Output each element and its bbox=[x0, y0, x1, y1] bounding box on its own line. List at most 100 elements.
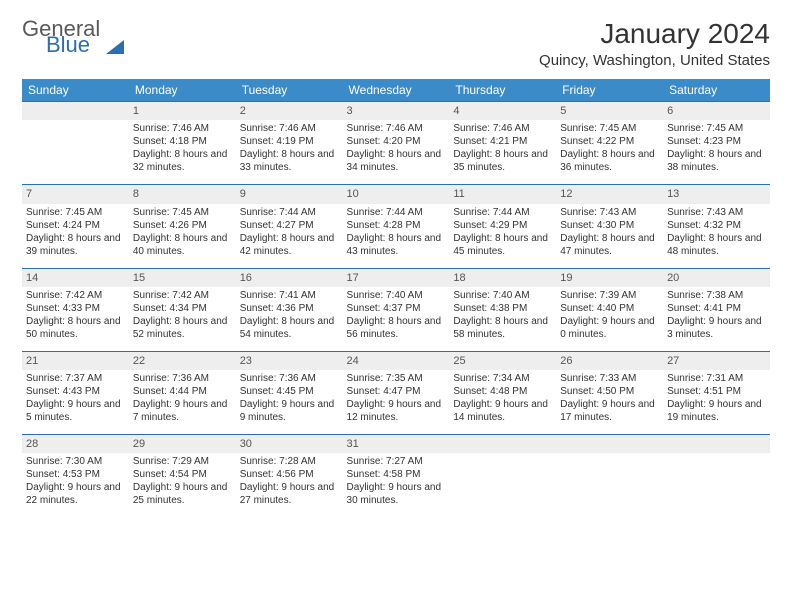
sunrise-text: Sunrise: 7:45 AM bbox=[133, 206, 232, 219]
sunset-text: Sunset: 4:27 PM bbox=[240, 219, 339, 232]
cell-body: Sunrise: 7:40 AMSunset: 4:37 PMDaylight:… bbox=[343, 287, 450, 351]
calendar-week-row: 28Sunrise: 7:30 AMSunset: 4:53 PMDayligh… bbox=[22, 435, 770, 518]
daylight-text: Daylight: 9 hours and 25 minutes. bbox=[133, 481, 232, 507]
day-number-empty bbox=[556, 435, 663, 453]
day-number: 13 bbox=[663, 185, 770, 203]
daylight-text: Daylight: 9 hours and 0 minutes. bbox=[560, 315, 659, 341]
cell-body-empty bbox=[449, 453, 556, 511]
sunset-text: Sunset: 4:40 PM bbox=[560, 302, 659, 315]
cell-body: Sunrise: 7:40 AMSunset: 4:38 PMDaylight:… bbox=[449, 287, 556, 351]
calendar-cell: 12Sunrise: 7:43 AMSunset: 4:30 PMDayligh… bbox=[556, 185, 663, 268]
cell-body: Sunrise: 7:35 AMSunset: 4:47 PMDaylight:… bbox=[343, 370, 450, 434]
month-title: January 2024 bbox=[539, 18, 770, 50]
daylight-text: Daylight: 8 hours and 48 minutes. bbox=[667, 232, 766, 258]
daylight-text: Daylight: 8 hours and 33 minutes. bbox=[240, 148, 339, 174]
calendar-cell: 25Sunrise: 7:34 AMSunset: 4:48 PMDayligh… bbox=[449, 351, 556, 434]
calendar-thead: SundayMondayTuesdayWednesdayThursdayFrid… bbox=[22, 79, 770, 102]
sunset-text: Sunset: 4:45 PM bbox=[240, 385, 339, 398]
sunrise-text: Sunrise: 7:46 AM bbox=[133, 122, 232, 135]
calendar-cell: 5Sunrise: 7:45 AMSunset: 4:22 PMDaylight… bbox=[556, 102, 663, 185]
cell-body: Sunrise: 7:42 AMSunset: 4:34 PMDaylight:… bbox=[129, 287, 236, 351]
calendar-cell: 16Sunrise: 7:41 AMSunset: 4:36 PMDayligh… bbox=[236, 268, 343, 351]
calendar-cell: 11Sunrise: 7:44 AMSunset: 4:29 PMDayligh… bbox=[449, 185, 556, 268]
sunrise-text: Sunrise: 7:36 AM bbox=[133, 372, 232, 385]
day-number: 25 bbox=[449, 352, 556, 370]
sunrise-text: Sunrise: 7:42 AM bbox=[133, 289, 232, 302]
daylight-text: Daylight: 9 hours and 7 minutes. bbox=[133, 398, 232, 424]
day-number: 3 bbox=[343, 102, 450, 120]
day-number: 2 bbox=[236, 102, 343, 120]
daylight-text: Daylight: 8 hours and 40 minutes. bbox=[133, 232, 232, 258]
sunset-text: Sunset: 4:44 PM bbox=[133, 385, 232, 398]
cell-body: Sunrise: 7:45 AMSunset: 4:22 PMDaylight:… bbox=[556, 120, 663, 184]
daylight-text: Daylight: 8 hours and 43 minutes. bbox=[347, 232, 446, 258]
calendar-cell: 19Sunrise: 7:39 AMSunset: 4:40 PMDayligh… bbox=[556, 268, 663, 351]
calendar-cell: 27Sunrise: 7:31 AMSunset: 4:51 PMDayligh… bbox=[663, 351, 770, 434]
calendar-table: SundayMondayTuesdayWednesdayThursdayFrid… bbox=[22, 79, 770, 517]
calendar-cell bbox=[22, 102, 129, 185]
sunrise-text: Sunrise: 7:43 AM bbox=[667, 206, 766, 219]
sunset-text: Sunset: 4:37 PM bbox=[347, 302, 446, 315]
sunrise-text: Sunrise: 7:40 AM bbox=[347, 289, 446, 302]
cell-body: Sunrise: 7:42 AMSunset: 4:33 PMDaylight:… bbox=[22, 287, 129, 351]
day-header: Friday bbox=[556, 79, 663, 102]
calendar-cell: 4Sunrise: 7:46 AMSunset: 4:21 PMDaylight… bbox=[449, 102, 556, 185]
page-header: General Blue January 2024 Quincy, Washin… bbox=[22, 18, 770, 69]
day-header: Thursday bbox=[449, 79, 556, 102]
daylight-text: Daylight: 9 hours and 27 minutes. bbox=[240, 481, 339, 507]
day-header: Monday bbox=[129, 79, 236, 102]
cell-body: Sunrise: 7:33 AMSunset: 4:50 PMDaylight:… bbox=[556, 370, 663, 434]
sunset-text: Sunset: 4:24 PM bbox=[26, 219, 125, 232]
daylight-text: Daylight: 9 hours and 3 minutes. bbox=[667, 315, 766, 341]
sunset-text: Sunset: 4:30 PM bbox=[560, 219, 659, 232]
cell-body: Sunrise: 7:41 AMSunset: 4:36 PMDaylight:… bbox=[236, 287, 343, 351]
daylight-text: Daylight: 9 hours and 5 minutes. bbox=[26, 398, 125, 424]
daylight-text: Daylight: 9 hours and 19 minutes. bbox=[667, 398, 766, 424]
day-number: 9 bbox=[236, 185, 343, 203]
sunset-text: Sunset: 4:48 PM bbox=[453, 385, 552, 398]
calendar-cell: 20Sunrise: 7:38 AMSunset: 4:41 PMDayligh… bbox=[663, 268, 770, 351]
sunrise-text: Sunrise: 7:38 AM bbox=[667, 289, 766, 302]
location-text: Quincy, Washington, United States bbox=[539, 52, 770, 69]
calendar-cell: 22Sunrise: 7:36 AMSunset: 4:44 PMDayligh… bbox=[129, 351, 236, 434]
calendar-cell: 28Sunrise: 7:30 AMSunset: 4:53 PMDayligh… bbox=[22, 435, 129, 518]
sunset-text: Sunset: 4:34 PM bbox=[133, 302, 232, 315]
daylight-text: Daylight: 8 hours and 54 minutes. bbox=[240, 315, 339, 341]
cell-body: Sunrise: 7:34 AMSunset: 4:48 PMDaylight:… bbox=[449, 370, 556, 434]
day-number: 7 bbox=[22, 185, 129, 203]
sunset-text: Sunset: 4:23 PM bbox=[667, 135, 766, 148]
day-number: 31 bbox=[343, 435, 450, 453]
day-number-empty bbox=[22, 102, 129, 120]
day-number: 18 bbox=[449, 269, 556, 287]
sunrise-text: Sunrise: 7:43 AM bbox=[560, 206, 659, 219]
sunrise-text: Sunrise: 7:28 AM bbox=[240, 455, 339, 468]
sunrise-text: Sunrise: 7:39 AM bbox=[560, 289, 659, 302]
day-header: Wednesday bbox=[343, 79, 450, 102]
sunrise-text: Sunrise: 7:33 AM bbox=[560, 372, 659, 385]
sunset-text: Sunset: 4:58 PM bbox=[347, 468, 446, 481]
calendar-cell: 7 Sunrise: 7:45 AMSunset: 4:24 PMDaylight… bbox=[22, 185, 129, 268]
calendar-cell: 24Sunrise: 7:35 AMSunset: 4:47 PMDayligh… bbox=[343, 351, 450, 434]
sunrise-text: Sunrise: 7:45 AM bbox=[26, 206, 125, 219]
sunrise-text: Sunrise: 7:45 AM bbox=[560, 122, 659, 135]
daylight-text: Daylight: 8 hours and 39 minutes. bbox=[26, 232, 125, 258]
cell-body: Sunrise: 7:44 AMSunset: 4:27 PMDaylight:… bbox=[236, 204, 343, 268]
calendar-cell: 23Sunrise: 7:36 AMSunset: 4:45 PMDayligh… bbox=[236, 351, 343, 434]
day-number: 14 bbox=[22, 269, 129, 287]
cell-body: Sunrise: 7:46 AMSunset: 4:20 PMDaylight:… bbox=[343, 120, 450, 184]
day-number: 11 bbox=[449, 185, 556, 203]
sunset-text: Sunset: 4:38 PM bbox=[453, 302, 552, 315]
calendar-cell: 29Sunrise: 7:29 AMSunset: 4:54 PMDayligh… bbox=[129, 435, 236, 518]
calendar-cell: 3Sunrise: 7:46 AMSunset: 4:20 PMDaylight… bbox=[343, 102, 450, 185]
cell-body-empty bbox=[22, 120, 129, 178]
calendar-cell: 9Sunrise: 7:44 AMSunset: 4:27 PMDaylight… bbox=[236, 185, 343, 268]
calendar-body: 1Sunrise: 7:46 AMSunset: 4:18 PMDaylight… bbox=[22, 102, 770, 518]
day-number: 30 bbox=[236, 435, 343, 453]
sunrise-text: Sunrise: 7:37 AM bbox=[26, 372, 125, 385]
daylight-text: Daylight: 9 hours and 22 minutes. bbox=[26, 481, 125, 507]
day-number: 28 bbox=[22, 435, 129, 453]
sunrise-text: Sunrise: 7:29 AM bbox=[133, 455, 232, 468]
cell-body: Sunrise: 7:31 AMSunset: 4:51 PMDaylight:… bbox=[663, 370, 770, 434]
cell-body: Sunrise: 7:36 AMSunset: 4:45 PMDaylight:… bbox=[236, 370, 343, 434]
day-number: 16 bbox=[236, 269, 343, 287]
